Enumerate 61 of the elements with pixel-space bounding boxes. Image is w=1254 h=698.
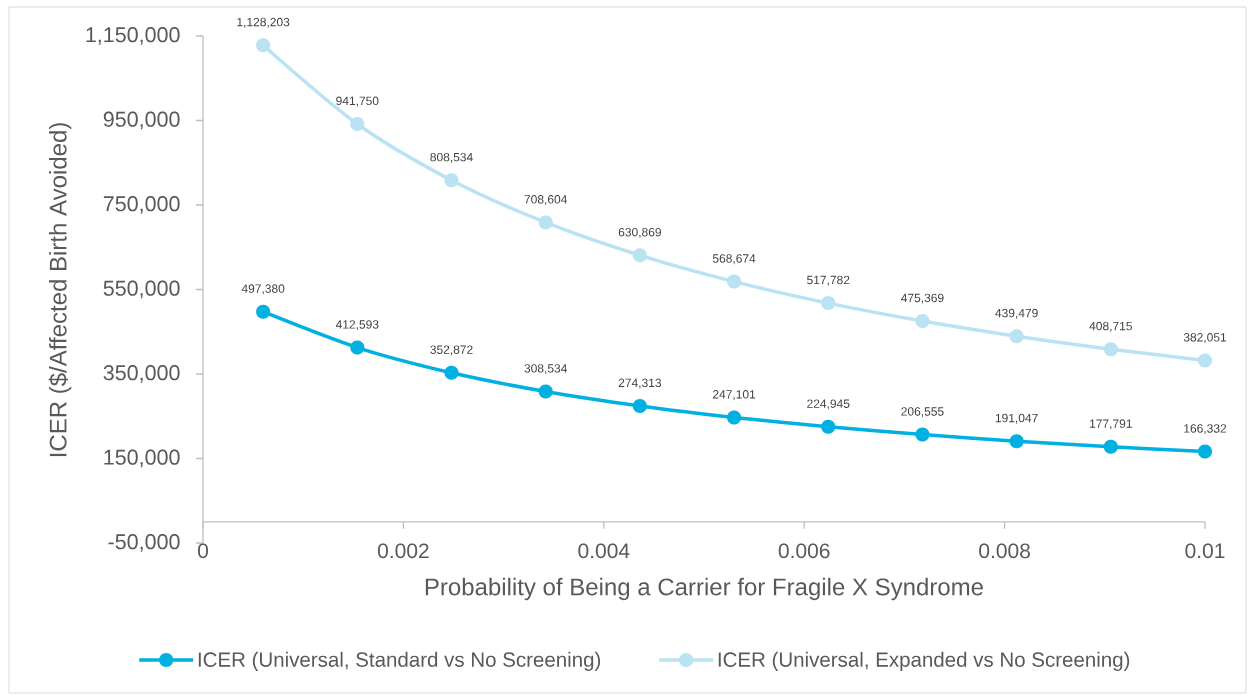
data-label: 308,534 <box>524 364 568 375</box>
x-tick-label: 0.002 <box>377 543 429 559</box>
y-tick-label: -50,000 <box>108 534 180 552</box>
point <box>444 173 459 188</box>
y-tick-label: 750,000 <box>103 196 180 214</box>
data-label: 630,869 <box>618 227 661 238</box>
point <box>1103 439 1118 454</box>
x-axis-title: Probability of Being a Carrier for Fragile X Syndrome <box>425 577 983 601</box>
point <box>727 274 742 289</box>
y-axis-title: ICER ($/Affected Birth Avoided) <box>48 123 72 457</box>
point <box>915 313 930 329</box>
data-label: 274,313 <box>618 378 662 389</box>
point <box>1103 342 1118 357</box>
point <box>632 248 647 263</box>
point <box>632 398 647 414</box>
data-label: 568,674 <box>712 254 756 265</box>
data-label: 191,047 <box>995 413 1038 424</box>
data-label: 808,534 <box>430 152 473 163</box>
legend-label: ICER (Universal, Expanded vs No Screening) <box>718 651 1130 671</box>
point <box>821 296 836 311</box>
y-tick-label: 150,000 <box>104 449 180 468</box>
x-tick-label: 0 <box>197 543 209 559</box>
data-label: 166,332 <box>1184 424 1227 435</box>
y-tick-label: 550,000 <box>103 280 180 299</box>
y-tick-label: 350,000 <box>103 365 180 383</box>
data-label: 352,872 <box>430 345 473 356</box>
x-tick-label: 0.004 <box>578 543 630 559</box>
point <box>1197 444 1213 459</box>
data-label: 224,945 <box>807 399 850 410</box>
data-label: 497,380 <box>241 284 285 295</box>
point <box>915 427 930 442</box>
y-tick-label: 1,150,000 <box>86 27 180 45</box>
data-label: 247,101 <box>712 390 756 400</box>
x-tick-label: 0.006 <box>778 543 830 559</box>
point <box>444 365 459 380</box>
point <box>256 304 271 319</box>
x-tick-label: 0.01 <box>1185 543 1225 559</box>
legend-label: ICER (Universal, Standard vs No Screening) <box>198 651 601 671</box>
point <box>350 340 365 355</box>
data-label: 177,791 <box>1090 419 1132 430</box>
x-tick-label: 0.008 <box>979 543 1030 559</box>
data-label: 475,369 <box>901 293 944 304</box>
data-label: 206,555 <box>901 407 944 418</box>
point <box>1009 434 1024 449</box>
y-tick-label: 950,000 <box>103 111 180 130</box>
point <box>350 116 365 132</box>
point <box>538 215 553 230</box>
data-label: 412,593 <box>335 320 379 331</box>
data-label: 382,051 <box>1183 333 1227 343</box>
point <box>256 38 271 53</box>
point <box>1197 353 1213 368</box>
point <box>821 419 836 434</box>
data-label: 439,479 <box>995 308 1038 319</box>
data-label: 1,128,203 <box>237 17 290 28</box>
data-label: 517,782 <box>807 275 850 286</box>
data-label: 708,604 <box>524 195 568 206</box>
data-label: 408,715 <box>1089 321 1132 332</box>
point <box>727 410 742 425</box>
data-label: 941,750 <box>336 96 379 107</box>
point <box>1009 329 1024 344</box>
point <box>538 384 553 399</box>
